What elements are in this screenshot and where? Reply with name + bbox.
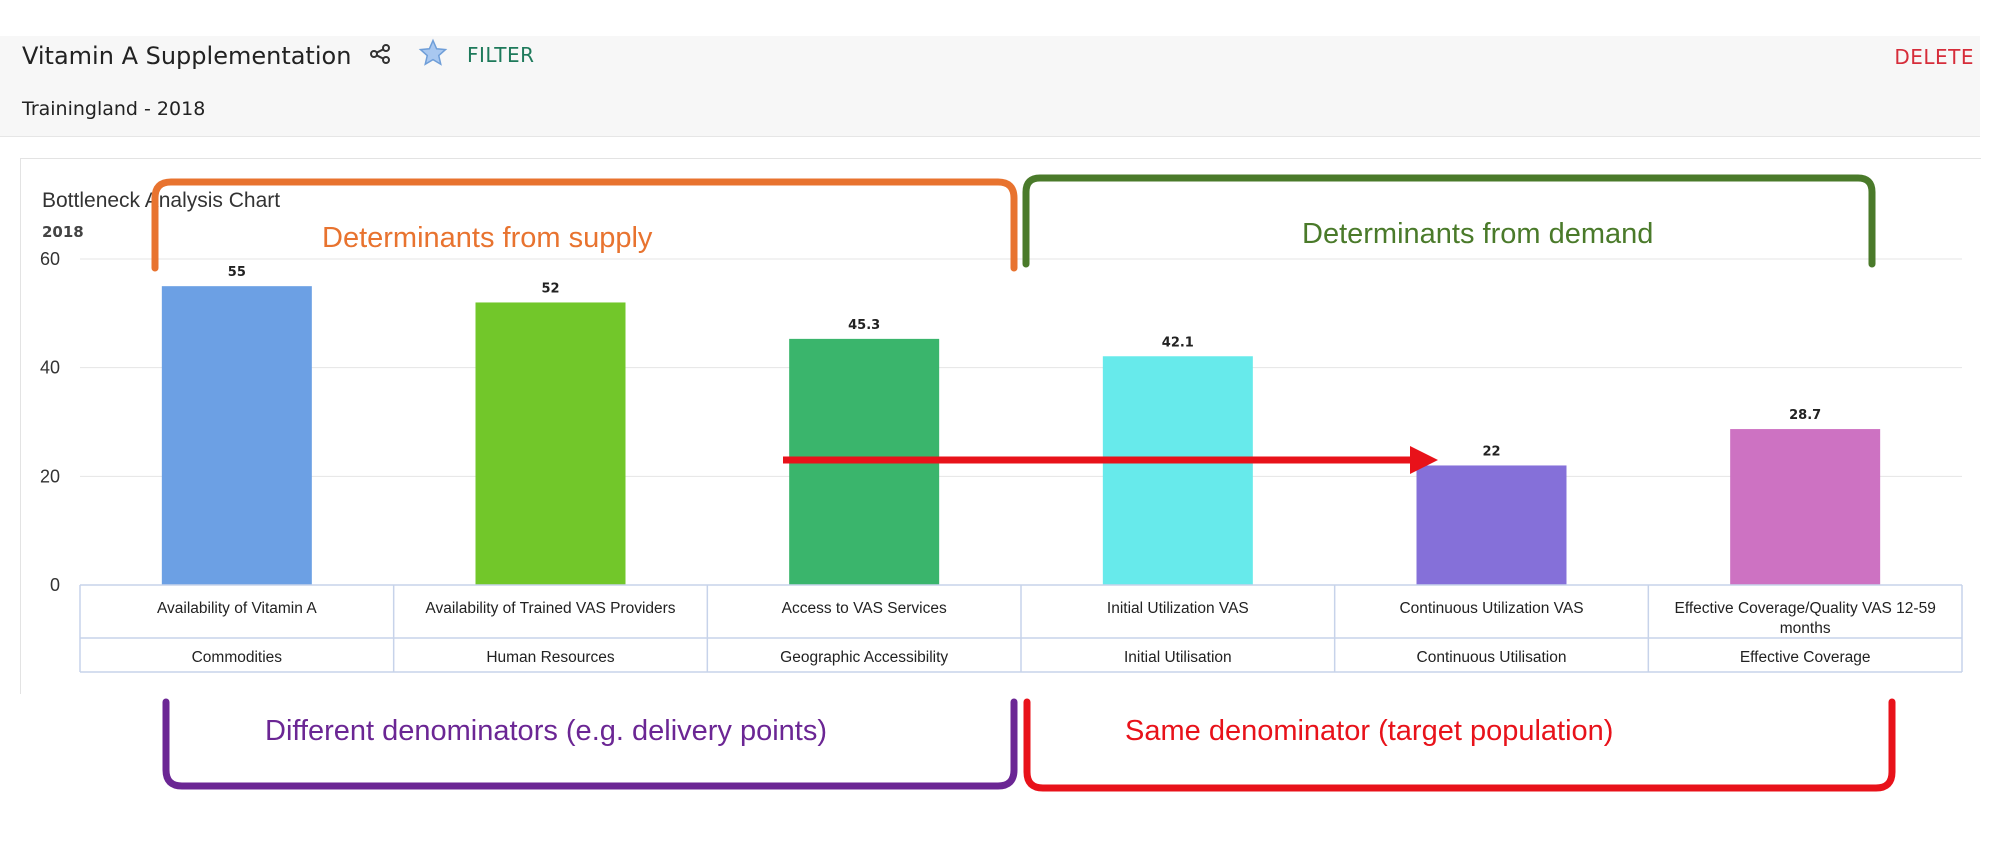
arrow-head [1410,446,1438,474]
bar [475,302,626,585]
x-tick-label: Continuous Utilization VAS [1399,600,1583,617]
y-tick-label: 0 [50,575,60,595]
bar-value-label: 28.7 [1789,408,1821,423]
y-tick-label: 60 [40,249,60,269]
same-denominator-bracket [1023,698,1896,792]
y-tick-label: 40 [40,358,60,378]
bar [161,286,312,585]
y-axis: 0 20 40 60 [40,249,60,595]
star-icon[interactable] [418,38,448,68]
group-label: Initial Utilisation [1124,649,1232,666]
different-denominators-label: Different denominators (e.g. delivery po… [265,715,828,747]
share-icon[interactable] [368,42,392,66]
annotations [151,174,1896,792]
grid-lines [80,258,1962,586]
group-label: Commodities [192,649,283,666]
x-tick-label: Initial Utilization VAS [1107,600,1249,617]
bar-value-label: 55 [228,265,246,280]
x-tick-label: months [1780,620,1831,637]
y-tick-label: 20 [40,466,60,486]
group-label: Effective Coverage [1740,649,1871,666]
demand-bracket [1022,174,1876,268]
page-title: Vitamin A Supplementation [22,42,352,70]
bar [1730,429,1881,585]
same-denominator-label: Same denominator (target population) [1125,715,1614,747]
x-tick-label: Effective Coverage/Quality VAS 12-59 [1674,600,1935,617]
x-tick-label: Availability of Trained VAS Providers [425,600,675,617]
delete-button[interactable]: DELETE [1894,45,1974,69]
bars: 55 52 45.3 42.1 22 28.7 [161,265,1881,585]
different-denominators-bracket [162,698,1018,790]
group-label: Geographic Accessibility [780,649,948,666]
chart-panel [20,158,1981,694]
bar [1416,465,1567,585]
dashboard-header-bar [0,36,1980,137]
x-tick-label: Availability of Vitamin A [157,600,317,617]
chart-title: Bottleneck Analysis Chart [42,189,280,212]
bar [1102,356,1253,585]
x-tick-label: Access to VAS Services [782,600,947,617]
bar-value-label: 52 [541,281,559,296]
filter-button[interactable]: FILTER [467,43,535,67]
group-label: Continuous Utilisation [1417,649,1567,666]
bar-value-label: 42.1 [1162,335,1194,350]
group-label: Human Resources [486,649,615,666]
category-table: Availability of Vitamin A Availability of… [79,584,1963,673]
supply-determinants-label: Determinants from supply [322,222,653,254]
demand-determinants-label: Determinants from demand [1302,218,1654,250]
series-label: 2018 [42,223,84,241]
bar-value-label: 45.3 [848,318,880,333]
bar-value-label: 22 [1482,444,1500,459]
supply-bracket [151,178,1018,272]
dashboard-subtitle: Trainingland - 2018 [22,98,206,120]
